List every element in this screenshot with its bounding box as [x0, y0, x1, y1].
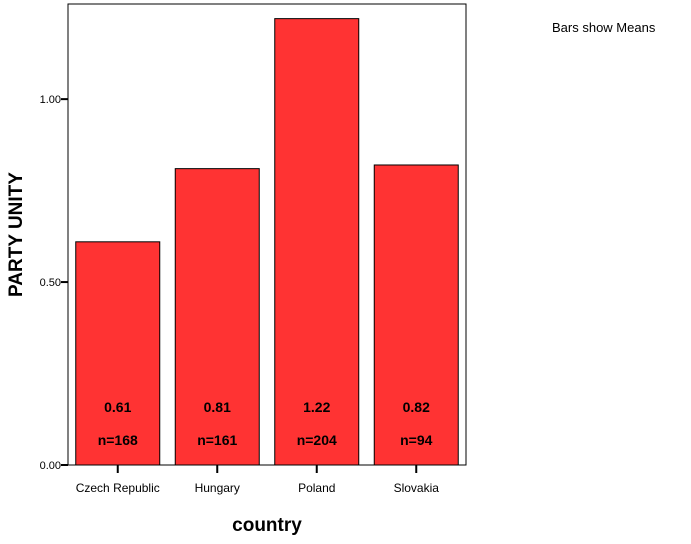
y-tick-label: 0.00 — [40, 460, 61, 472]
y-tick-label: 1.00 — [40, 94, 61, 106]
chart-note: Bars show Means — [552, 20, 656, 35]
x-tick-label: Czech Republic — [76, 481, 160, 495]
y-axis-title: PARTY UNITY — [6, 172, 27, 297]
bar-poland — [274, 18, 360, 466]
x-tick-label: Poland — [298, 481, 335, 495]
bar-count-label: n=168 — [98, 432, 138, 448]
bar-value-label: 0.82 — [403, 399, 430, 415]
bar-count-label: n=161 — [197, 432, 237, 448]
y-tick-label: 0.50 — [40, 277, 61, 289]
bar-hungary — [174, 168, 260, 466]
x-tick-label: Hungary — [195, 481, 240, 495]
x-axis-title: country — [232, 515, 302, 536]
bar-count-label: n=94 — [400, 432, 433, 448]
bar-slovakia — [373, 164, 459, 466]
bars-group: 0.61 n=168 0.81 n=161 1.22 n=204 0.82 n=94 — [75, 18, 459, 466]
bar-count-label: n=204 — [297, 432, 337, 448]
x-axis: Czech Republic Hungary Poland Slovakia — [76, 465, 440, 495]
plot-area — [67, 3, 467, 466]
y-axis: 0.00 0.50 1.00 — [40, 94, 68, 472]
bar-value-label: 1.22 — [303, 399, 330, 415]
bar-value-label: 0.81 — [204, 399, 231, 415]
bar-czech-republic — [75, 241, 161, 466]
x-tick-label: Slovakia — [394, 481, 440, 495]
bar-value-label: 0.61 — [104, 399, 131, 415]
